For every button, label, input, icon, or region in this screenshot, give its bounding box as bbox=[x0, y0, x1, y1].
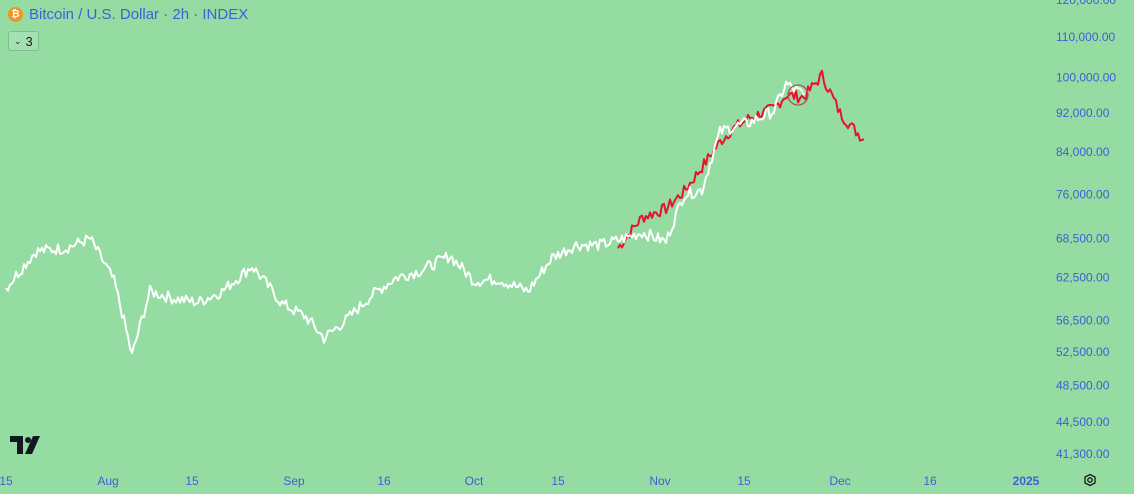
red-price-series-line bbox=[617, 69, 865, 249]
y-tick-label: 92,000.00 bbox=[1056, 106, 1110, 120]
indicators-toggle-button[interactable]: ⌄ 3 bbox=[8, 31, 39, 51]
x-tick-label: Sep bbox=[283, 474, 305, 488]
y-tick-label: 76,000.00 bbox=[1056, 187, 1110, 201]
x-tick-label: Dec bbox=[829, 474, 850, 488]
symbol-title: Bitcoin / U.S. Dollar · 2h · INDEX bbox=[29, 6, 249, 23]
tradingview-logo-icon bbox=[10, 436, 40, 454]
x-tick-label: 15 bbox=[0, 474, 13, 488]
indicator-count: 3 bbox=[25, 33, 33, 49]
x-tick-label: 15 bbox=[551, 474, 565, 488]
y-tick-label: 48,500.00 bbox=[1056, 379, 1110, 393]
x-tick-label: 15 bbox=[185, 474, 199, 488]
x-tick-label: 16 bbox=[377, 474, 391, 488]
y-tick-label: 100,000.00 bbox=[1056, 71, 1116, 85]
settings-gear-icon[interactable] bbox=[1082, 472, 1098, 488]
y-tick-label: 68,500.00 bbox=[1056, 232, 1110, 246]
y-tick-label: 56,500.00 bbox=[1056, 314, 1110, 328]
x-tick-label: Nov bbox=[649, 474, 670, 488]
cursor-marker bbox=[787, 84, 809, 106]
y-tick-label: 84,000.00 bbox=[1056, 145, 1110, 159]
x-tick-label: 16 bbox=[923, 474, 937, 488]
x-tick-label: 15 bbox=[737, 474, 751, 488]
y-tick-label: 52,500.00 bbox=[1056, 345, 1110, 359]
bitcoin-icon: ₿ bbox=[8, 7, 23, 22]
y-tick-label: 110,000.00 bbox=[1056, 30, 1115, 44]
y-tick-label: 41,300.00 bbox=[1056, 447, 1110, 461]
y-tick-label: 44,500.00 bbox=[1056, 415, 1110, 429]
symbol-header[interactable]: ₿ Bitcoin / U.S. Dollar · 2h · INDEX bbox=[8, 6, 248, 23]
y-tick-label: 62,500.00 bbox=[1056, 271, 1110, 285]
x-tick-label: 2025 bbox=[1013, 474, 1040, 488]
chevron-down-icon: ⌄ bbox=[14, 35, 22, 46]
x-tick-label: Aug bbox=[97, 474, 118, 488]
y-tick-label: 120,000.00 bbox=[1056, 0, 1116, 7]
white-price-series-line bbox=[5, 80, 805, 354]
x-tick-label: Oct bbox=[465, 474, 484, 488]
